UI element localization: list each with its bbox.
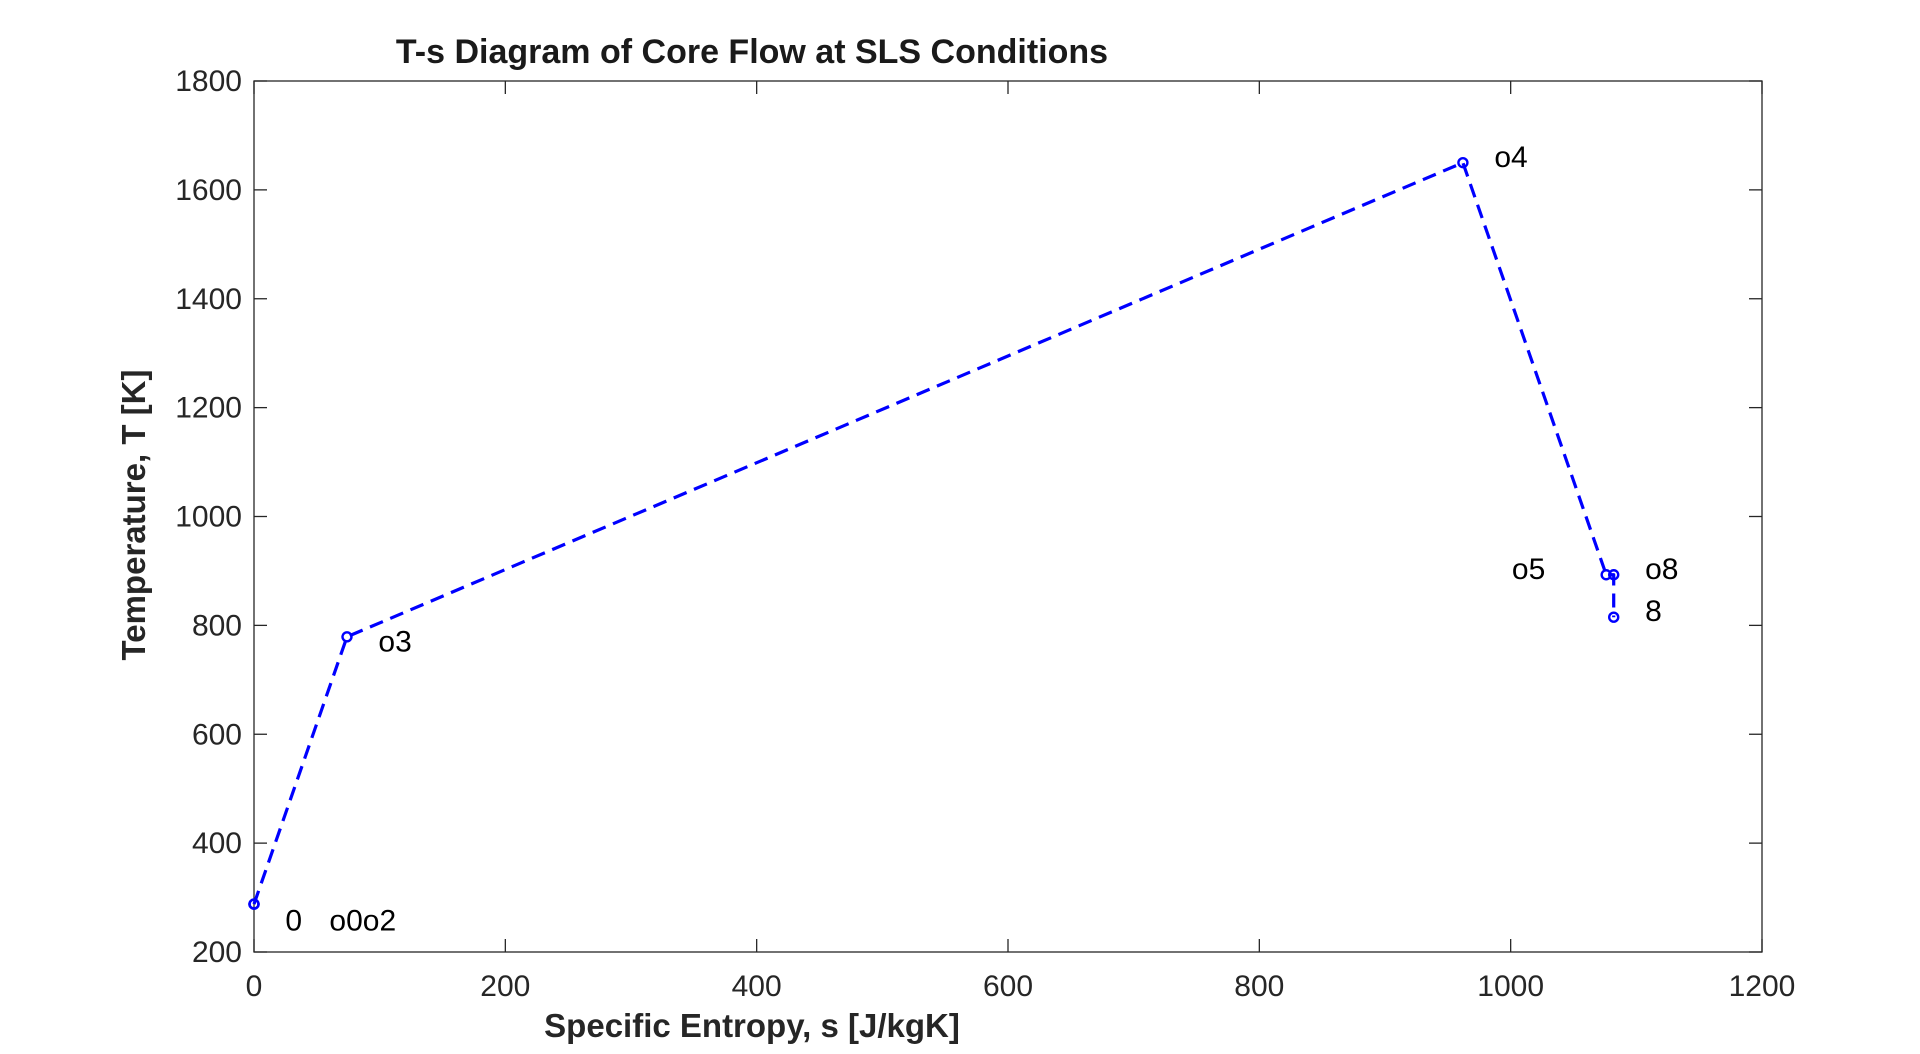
x-tick-label: 600	[983, 970, 1033, 1003]
y-tick-label: 600	[192, 718, 242, 751]
y-tick-label: 1600	[175, 174, 242, 207]
y-tick-label: 1400	[175, 283, 242, 316]
chart-title: T-s Diagram of Core Flow at SLS Conditio…	[396, 33, 1108, 71]
annotation-label: o3	[378, 626, 411, 659]
data-point-marker	[248, 898, 260, 910]
y-axis-label: Temperature, T [K]	[115, 370, 152, 661]
x-tick-label: 200	[480, 970, 530, 1003]
annotation-label: 0	[285, 904, 302, 937]
y-tick-label: 1000	[175, 501, 242, 534]
y-tick-label: 1200	[175, 392, 242, 425]
x-tick-label: 1000	[1477, 970, 1544, 1003]
series-core-flow	[248, 156, 1620, 910]
x-tick-label: 400	[732, 970, 782, 1003]
series-line	[252, 161, 1616, 905]
data-point-marker	[1608, 611, 1620, 623]
y-tick-label: 1800	[175, 65, 242, 98]
y-tick-label: 200	[192, 936, 242, 969]
x-axis-label: Specific Entropy, s [J/kgK]	[544, 1007, 960, 1044]
x-tick-label: 800	[1234, 970, 1284, 1003]
point-annotations: 0 o0o2 o3 o4 o5 o8 8	[285, 141, 1678, 937]
data-point-marker	[1600, 569, 1612, 581]
x-tick-label: 0	[246, 970, 263, 1003]
annotation-label: o8	[1645, 553, 1678, 586]
y-axis-ticks: 200 400 600 800 1000 1200 1400 1600 1800	[175, 65, 1762, 969]
y-tick-label: 800	[192, 609, 242, 642]
annotation-label: o5	[1512, 553, 1545, 586]
x-axis-ticks: 0 200 400 600 800 1000 1200	[246, 81, 1796, 1003]
annotation-label: o0o2	[329, 904, 396, 937]
annotation-label: 8	[1645, 595, 1662, 628]
y-tick-label: 400	[192, 827, 242, 860]
data-point-marker	[1608, 569, 1620, 581]
x-tick-label: 1200	[1729, 970, 1796, 1003]
annotation-label: o4	[1494, 141, 1527, 174]
data-point-marker	[341, 631, 353, 643]
data-point-marker	[1457, 156, 1469, 169]
